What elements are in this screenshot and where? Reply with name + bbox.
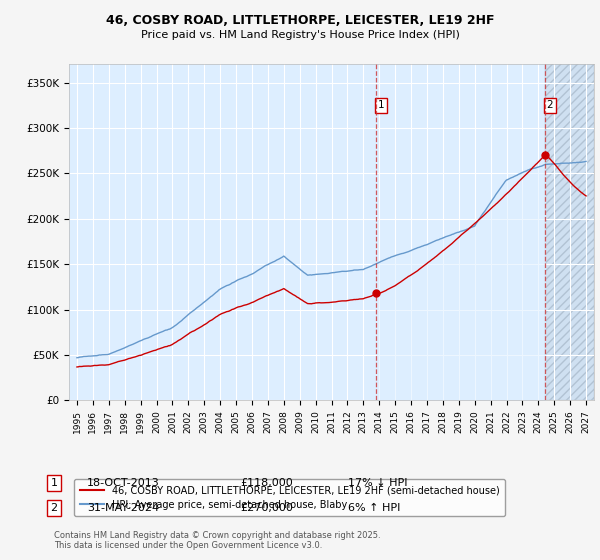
Legend: 46, COSBY ROAD, LITTLETHORPE, LEICESTER, LE19 2HF (semi-detached house), HPI: Av: 46, COSBY ROAD, LITTLETHORPE, LEICESTER,… [74,479,505,516]
Text: 18-OCT-2013: 18-OCT-2013 [87,478,160,488]
Text: 2: 2 [547,100,553,110]
Text: Contains HM Land Registry data © Crown copyright and database right 2025.
This d: Contains HM Land Registry data © Crown c… [54,530,380,550]
Text: Price paid vs. HM Land Registry's House Price Index (HPI): Price paid vs. HM Land Registry's House … [140,30,460,40]
Text: £270,000: £270,000 [240,503,293,513]
Text: 17% ↓ HPI: 17% ↓ HPI [348,478,407,488]
Text: 2: 2 [50,503,58,513]
Text: 1: 1 [50,478,58,488]
Text: 1: 1 [377,100,384,110]
Text: 31-MAY-2024: 31-MAY-2024 [87,503,159,513]
Text: 46, COSBY ROAD, LITTLETHORPE, LEICESTER, LE19 2HF: 46, COSBY ROAD, LITTLETHORPE, LEICESTER,… [106,14,494,27]
Text: 6% ↑ HPI: 6% ↑ HPI [348,503,400,513]
Text: £118,000: £118,000 [240,478,293,488]
